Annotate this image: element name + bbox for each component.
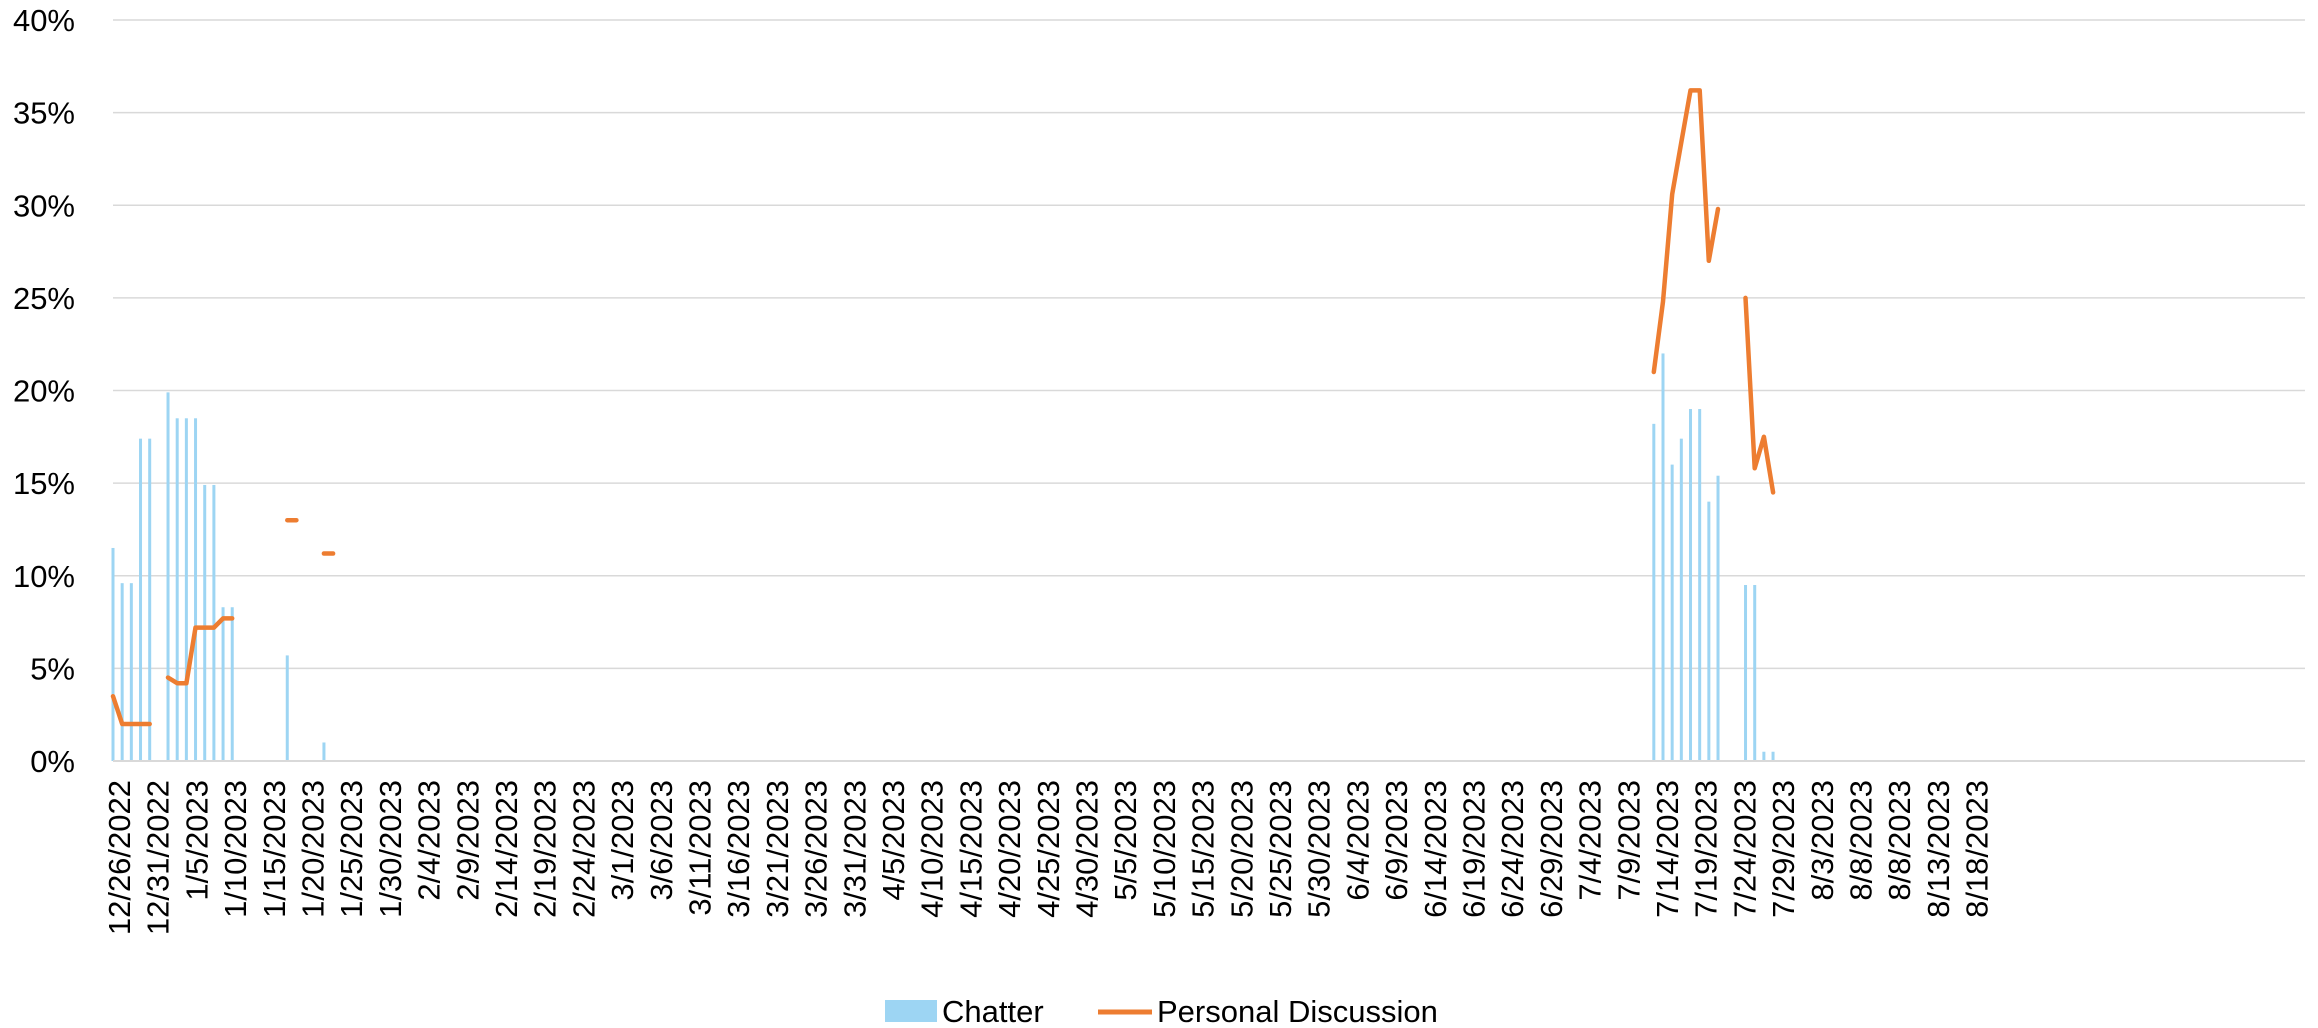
- y-tick-label: 25%: [13, 281, 75, 316]
- y-tick-label: 30%: [13, 188, 75, 223]
- chatter-bar: [212, 484, 216, 761]
- x-tick-label: 6/24/2023: [1495, 780, 1530, 918]
- chatter-bar: [230, 607, 234, 761]
- x-tick-label: 5/10/2023: [1147, 780, 1182, 918]
- x-tick-label: 8/13/2023: [1921, 780, 1956, 918]
- x-tick-label: 2/9/2023: [450, 780, 485, 901]
- x-tick-label: 8/18/2023: [1960, 780, 1995, 918]
- x-tick-label: 4/15/2023: [953, 780, 988, 918]
- chatter-bar: [203, 484, 207, 761]
- x-tick-label: 6/29/2023: [1534, 780, 1569, 918]
- personal-discussion-line: [110, 88, 1776, 727]
- y-tick-label: 0%: [30, 744, 75, 779]
- chatter-bar: [221, 607, 225, 761]
- x-tick-label: 5/20/2023: [1224, 780, 1259, 918]
- x-tick-label: 1/10/2023: [218, 780, 253, 918]
- personal-discussion-segment: [1743, 295, 1776, 495]
- y-tick-label: 40%: [13, 3, 75, 38]
- x-tick-label: 5/5/2023: [1108, 780, 1143, 901]
- x-tick-label: 1/25/2023: [334, 780, 369, 918]
- chatter-bar: [1689, 409, 1693, 761]
- x-tick-label: 1/15/2023: [257, 780, 292, 918]
- x-tick-label: 4/25/2023: [1031, 780, 1066, 918]
- y-tick-label: 15%: [13, 466, 75, 501]
- chatter-bar: [1670, 464, 1674, 761]
- x-tick-label: 12/26/2022: [102, 780, 137, 935]
- x-axis-tick-labels: 12/26/2022 12/31/2022 1/5/2023 1/10/2023 1/1…: [102, 780, 1995, 935]
- x-tick-label: 6/14/2023: [1418, 780, 1453, 918]
- x-tick-label: 5/30/2023: [1302, 780, 1337, 918]
- chatter-bar: [285, 655, 289, 761]
- x-tick-label: 4/10/2023: [915, 780, 950, 918]
- x-tick-label: 7/9/2023: [1611, 780, 1646, 901]
- chatter-bar: [1707, 501, 1711, 761]
- chatter-bar: [194, 418, 198, 761]
- chatter-bar: [1698, 409, 1702, 761]
- personal-discussion-segment: [165, 616, 235, 686]
- chatter-bar: [1652, 423, 1656, 761]
- y-tick-label: 10%: [13, 559, 75, 594]
- chatter-bar: [1753, 585, 1757, 761]
- chatter-bar: [1679, 438, 1683, 761]
- gridlines: [113, 19, 2305, 670]
- chatter-bar: [139, 438, 143, 761]
- x-tick-label: 2/14/2023: [489, 780, 524, 918]
- chatter-bar: [1744, 585, 1748, 761]
- chatter-bar: [1716, 475, 1720, 761]
- y-axis-tick-labels: 0% 5% 10% 15% 20% 25% 30% 35% 40%: [13, 3, 75, 779]
- x-tick-label: 7/14/2023: [1650, 780, 1685, 918]
- x-tick-label: 7/24/2023: [1727, 780, 1762, 918]
- x-tick-label: 4/5/2023: [876, 780, 911, 901]
- legend: Chatter Personal Discussion: [885, 994, 1438, 1028]
- chatter-bars: [111, 353, 1775, 761]
- x-tick-label: 3/11/2023: [683, 780, 718, 916]
- x-tick-label: 3/26/2023: [799, 780, 834, 918]
- x-tick-label: 3/1/2023: [605, 780, 640, 901]
- x-tick-label: 2/19/2023: [528, 780, 563, 918]
- personal-discussion-segment: [1651, 88, 1721, 375]
- x-tick-label: 1/20/2023: [296, 780, 331, 918]
- x-tick-label: 3/16/2023: [721, 780, 756, 918]
- x-tick-label: 2/24/2023: [566, 780, 601, 918]
- chatter-bar: [148, 438, 152, 761]
- chatter-bar: [1771, 751, 1775, 761]
- y-tick-label: 20%: [13, 374, 75, 409]
- legend-chatter-swatch: [885, 1000, 937, 1022]
- chatter-bar: [129, 583, 133, 761]
- x-tick-label: 4/20/2023: [992, 780, 1027, 918]
- x-tick-label: 3/6/2023: [644, 780, 679, 901]
- x-tick-label: 6/9/2023: [1379, 780, 1414, 901]
- x-tick-label: 6/19/2023: [1457, 780, 1492, 918]
- x-tick-label: 3/21/2023: [760, 780, 795, 918]
- x-tick-label: 6/4/2023: [1340, 780, 1375, 901]
- chatter-bar: [1661, 353, 1665, 761]
- x-tick-label: 4/30/2023: [1070, 780, 1105, 918]
- chatter-bar: [166, 392, 170, 761]
- x-tick-label: 8/8/2023: [1882, 780, 1917, 901]
- chatter-bar: [322, 742, 326, 761]
- x-tick-label: 7/29/2023: [1766, 780, 1801, 918]
- chatter-bar: [1762, 751, 1766, 761]
- x-tick-label: 12/31/2022: [141, 780, 176, 935]
- x-tick-label: 8/8/2023: [1844, 780, 1879, 901]
- x-tick-label: 5/15/2023: [1186, 780, 1221, 918]
- chatter-bar: [111, 547, 115, 761]
- x-tick-label: 7/4/2023: [1573, 780, 1608, 901]
- chatter-bar: [175, 418, 179, 761]
- chatter-bar: [120, 583, 124, 761]
- x-tick-label: 8/3/2023: [1805, 780, 1840, 901]
- x-tick-label: 5/25/2023: [1263, 780, 1298, 918]
- y-tick-label: 5%: [30, 651, 75, 686]
- x-tick-label: 7/19/2023: [1689, 780, 1724, 918]
- personal-discussion-segment: [110, 693, 152, 727]
- x-tick-label: 1/5/2023: [179, 780, 214, 901]
- y-tick-label: 35%: [13, 96, 75, 131]
- chatter-bar: [184, 418, 188, 761]
- legend-chatter-label: Chatter: [942, 994, 1044, 1028]
- x-tick-label: 2/4/2023: [412, 780, 447, 901]
- legend-personal-label: Personal Discussion: [1157, 994, 1438, 1028]
- x-tick-label: 3/31/2023: [837, 780, 872, 918]
- x-tick-label: 1/30/2023: [373, 780, 408, 918]
